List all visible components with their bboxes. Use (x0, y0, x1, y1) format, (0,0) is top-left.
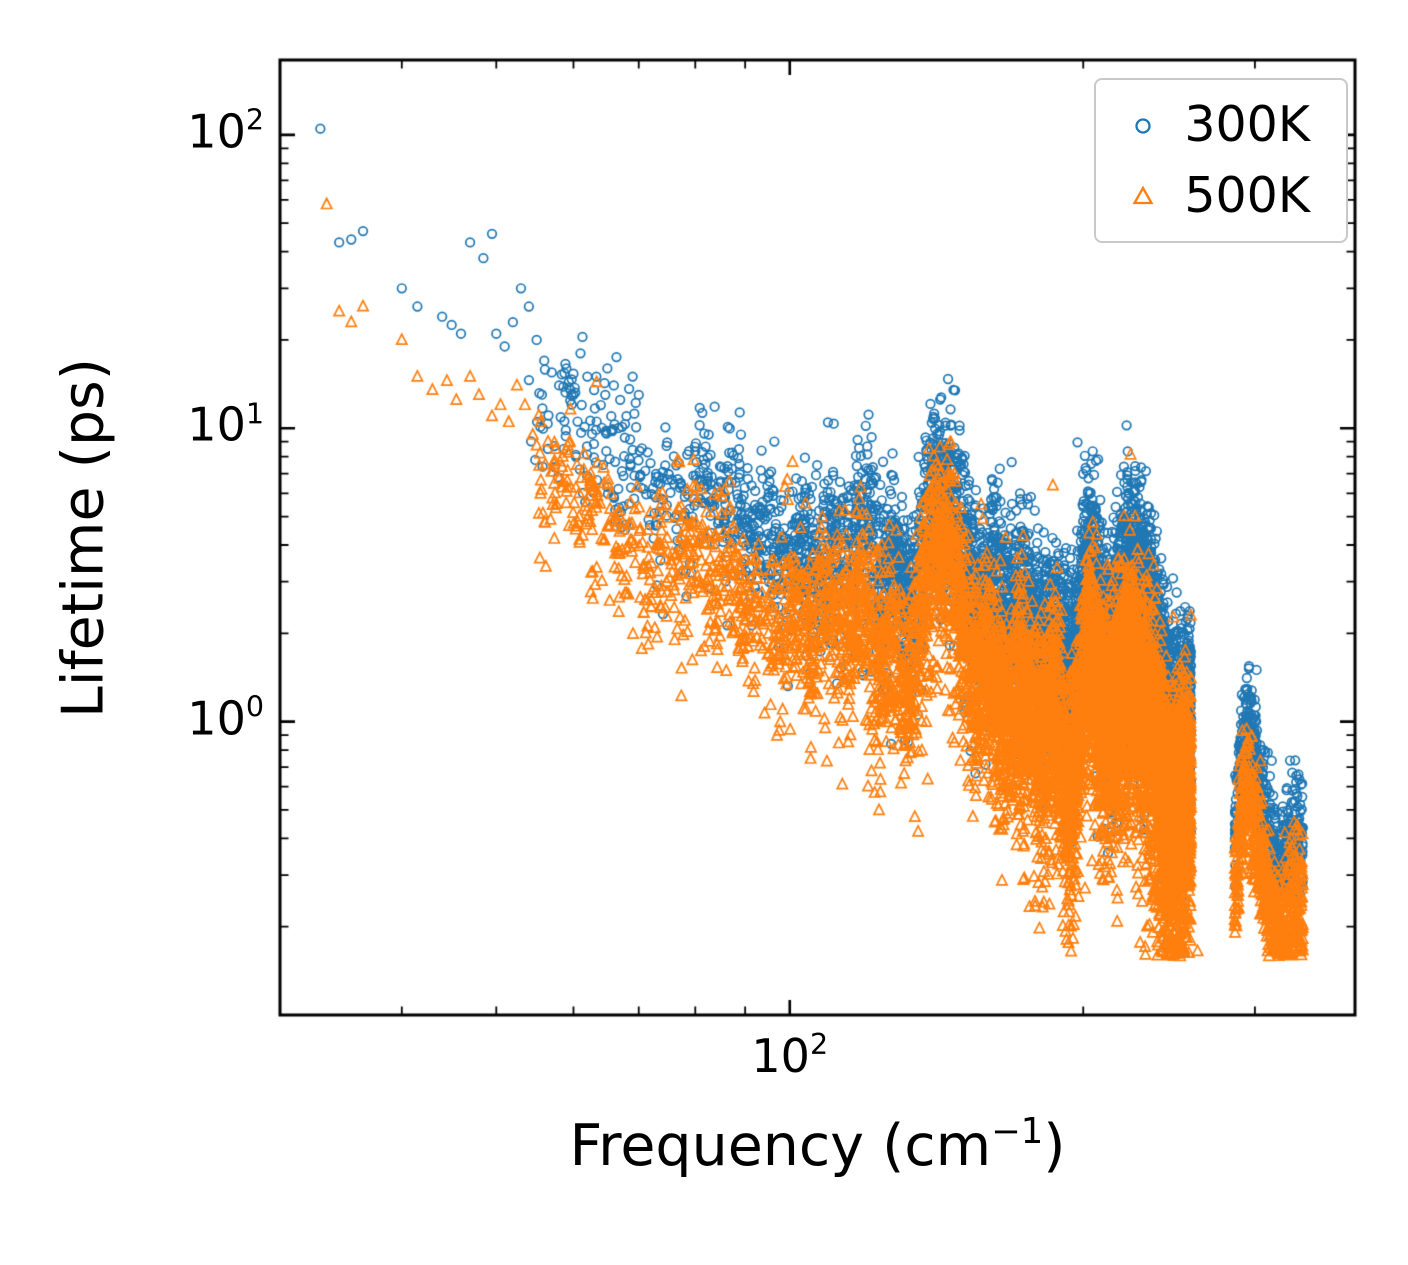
legend-marker-triangle-icon (1132, 185, 1154, 205)
tick-exponent: 2 (809, 1028, 829, 1062)
legend-entry: 500K (1124, 165, 1310, 226)
x-axis-label-suffix: ) (1043, 1113, 1066, 1179)
tick-base: 10 (187, 104, 246, 159)
legend-marker-circle-icon (1135, 117, 1151, 134)
tick-exponent: 1 (245, 396, 264, 430)
y-axis-label: Lifetime (ps) (51, 358, 117, 718)
y-tick-label: 101 (187, 399, 264, 447)
x-axis-label: Frequency (cm−1) (569, 1114, 1065, 1175)
tick-exponent: 2 (245, 103, 264, 137)
x-tick-label: 102 (751, 1031, 828, 1079)
y-tick-label: 102 (187, 106, 264, 154)
legend-entry: 300K (1124, 94, 1310, 155)
legend-entry-label: 300K (1184, 96, 1310, 153)
x-axis-label-prefix: Frequency (cm (569, 1113, 992, 1179)
y-axis-label-text: Lifetime (ps) (50, 357, 117, 718)
legend: 300K 500K (1094, 78, 1348, 243)
tick-base: 10 (187, 397, 246, 452)
x-axis-label-exponent: −1 (991, 1111, 1044, 1153)
tick-base: 10 (751, 1029, 810, 1083)
tick-exponent: 0 (245, 690, 264, 724)
tick-base: 10 (187, 690, 246, 745)
y-tick-label: 100 (187, 693, 264, 741)
legend-entry-label: 500K (1184, 167, 1310, 225)
